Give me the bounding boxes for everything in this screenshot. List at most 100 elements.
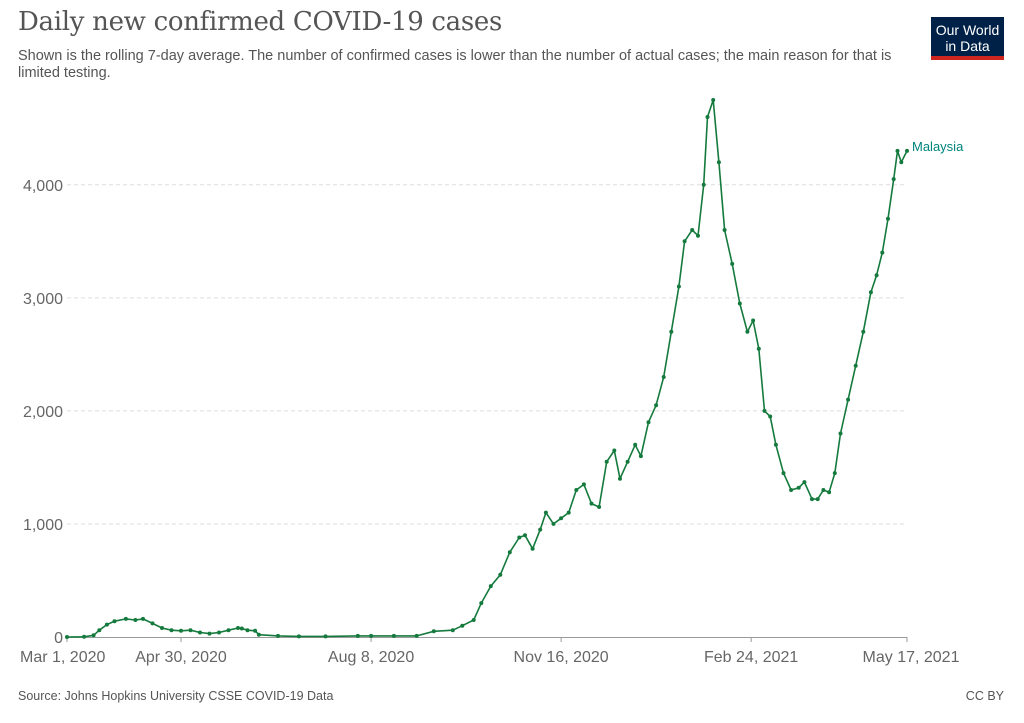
data-point[interactable] bbox=[682, 239, 687, 244]
data-point[interactable] bbox=[198, 630, 202, 635]
data-point[interactable] bbox=[133, 618, 138, 622]
data-point[interactable] bbox=[160, 626, 164, 630]
data-point[interactable] bbox=[517, 535, 522, 540]
data-point[interactable] bbox=[669, 329, 674, 334]
data-point[interactable] bbox=[638, 454, 643, 459]
data-point[interactable] bbox=[722, 228, 727, 232]
data-point[interactable] bbox=[538, 527, 543, 532]
data-point[interactable] bbox=[581, 482, 586, 487]
data-point[interactable] bbox=[690, 228, 695, 232]
data-point[interactable] bbox=[701, 182, 706, 187]
license-link[interactable]: CC BY bbox=[965, 689, 1004, 703]
data-point[interactable] bbox=[781, 471, 786, 476]
data-point[interactable] bbox=[796, 485, 801, 490]
data-point[interactable] bbox=[97, 628, 102, 633]
data-point[interactable] bbox=[559, 516, 564, 521]
data-point[interactable] bbox=[245, 628, 250, 633]
data-point[interactable] bbox=[91, 633, 96, 638]
data-point[interactable] bbox=[523, 533, 527, 538]
data-point[interactable] bbox=[737, 301, 742, 306]
data-point[interactable] bbox=[815, 497, 820, 502]
data-point[interactable] bbox=[868, 290, 873, 295]
data-point[interactable] bbox=[296, 634, 301, 639]
source-note[interactable]: Source: Johns Hopkins University CSSE CO… bbox=[18, 689, 334, 703]
data-point[interactable] bbox=[551, 521, 556, 526]
data-point[interactable] bbox=[256, 632, 261, 637]
data-point[interactable] bbox=[676, 284, 681, 289]
data-point[interactable] bbox=[768, 414, 773, 419]
data-point[interactable] bbox=[618, 476, 622, 481]
data-point[interactable] bbox=[716, 160, 721, 165]
data-point[interactable] bbox=[646, 420, 651, 425]
data-point[interactable] bbox=[886, 216, 890, 221]
series-label-malaysia[interactable]: Malaysia bbox=[912, 139, 964, 154]
data-point[interactable] bbox=[207, 631, 212, 636]
data-point[interactable] bbox=[846, 397, 851, 402]
data-point[interactable] bbox=[217, 630, 221, 635]
data-point[interactable] bbox=[762, 408, 767, 413]
data-point[interactable] bbox=[589, 501, 594, 506]
data-point[interactable] bbox=[730, 261, 735, 266]
data-point[interactable] bbox=[507, 550, 512, 555]
data-point[interactable] bbox=[530, 546, 535, 551]
data-point[interactable] bbox=[625, 459, 630, 464]
data-point[interactable] bbox=[498, 572, 503, 577]
data-point[interactable] bbox=[891, 177, 896, 182]
data-point[interactable] bbox=[604, 459, 609, 464]
data-point[interactable] bbox=[566, 510, 571, 515]
data-point[interactable] bbox=[861, 329, 866, 334]
data-point[interactable] bbox=[188, 628, 193, 633]
data-point[interactable] bbox=[597, 505, 602, 509]
data-point[interactable] bbox=[141, 616, 145, 621]
data-point[interactable] bbox=[82, 634, 87, 639]
data-point[interactable] bbox=[705, 115, 710, 119]
data-point[interactable] bbox=[853, 363, 858, 368]
data-point[interactable] bbox=[276, 633, 280, 638]
data-point[interactable] bbox=[802, 480, 807, 485]
data-point[interactable] bbox=[874, 273, 879, 278]
data-point[interactable] bbox=[431, 629, 436, 634]
data-point[interactable] bbox=[899, 160, 904, 165]
data-point[interactable] bbox=[810, 497, 814, 502]
data-point[interactable] bbox=[65, 635, 69, 639]
data-point[interactable] bbox=[773, 442, 778, 447]
data-point[interactable] bbox=[369, 633, 374, 638]
owid-logo[interactable]: Our World in Data bbox=[931, 17, 1004, 60]
data-point[interactable] bbox=[827, 490, 832, 495]
data-point[interactable] bbox=[236, 626, 240, 630]
data-point[interactable] bbox=[612, 448, 617, 453]
data-point[interactable] bbox=[832, 471, 837, 476]
data-point[interactable] bbox=[226, 628, 231, 633]
data-point[interactable] bbox=[751, 318, 756, 323]
data-point[interactable] bbox=[391, 633, 396, 638]
data-point[interactable] bbox=[838, 431, 843, 436]
data-point[interactable] bbox=[450, 628, 455, 633]
data-point[interactable] bbox=[895, 148, 900, 153]
data-point[interactable] bbox=[150, 621, 155, 626]
data-point[interactable] bbox=[123, 616, 128, 621]
data-point[interactable] bbox=[355, 633, 360, 638]
data-point[interactable] bbox=[479, 601, 484, 606]
data-point[interactable] bbox=[460, 623, 465, 628]
data-point[interactable] bbox=[821, 488, 826, 492]
data-point[interactable] bbox=[711, 98, 716, 102]
data-point[interactable] bbox=[253, 628, 258, 633]
data-point[interactable] bbox=[745, 329, 750, 334]
data-point[interactable] bbox=[756, 346, 761, 351]
data-point[interactable] bbox=[104, 622, 109, 627]
data-point[interactable] bbox=[696, 233, 700, 238]
data-point[interactable] bbox=[239, 626, 244, 631]
data-point[interactable] bbox=[905, 148, 909, 153]
data-point[interactable] bbox=[323, 634, 328, 639]
data-point[interactable] bbox=[488, 584, 493, 589]
data-point[interactable] bbox=[414, 633, 419, 638]
data-point[interactable] bbox=[169, 628, 174, 633]
data-point[interactable] bbox=[654, 403, 659, 408]
data-point[interactable] bbox=[543, 510, 548, 515]
data-point[interactable] bbox=[880, 250, 885, 255]
data-point[interactable] bbox=[471, 618, 476, 622]
data-point[interactable] bbox=[789, 488, 794, 492]
data-point[interactable] bbox=[574, 488, 579, 492]
data-point[interactable] bbox=[661, 375, 666, 379]
data-point[interactable] bbox=[112, 619, 117, 624]
